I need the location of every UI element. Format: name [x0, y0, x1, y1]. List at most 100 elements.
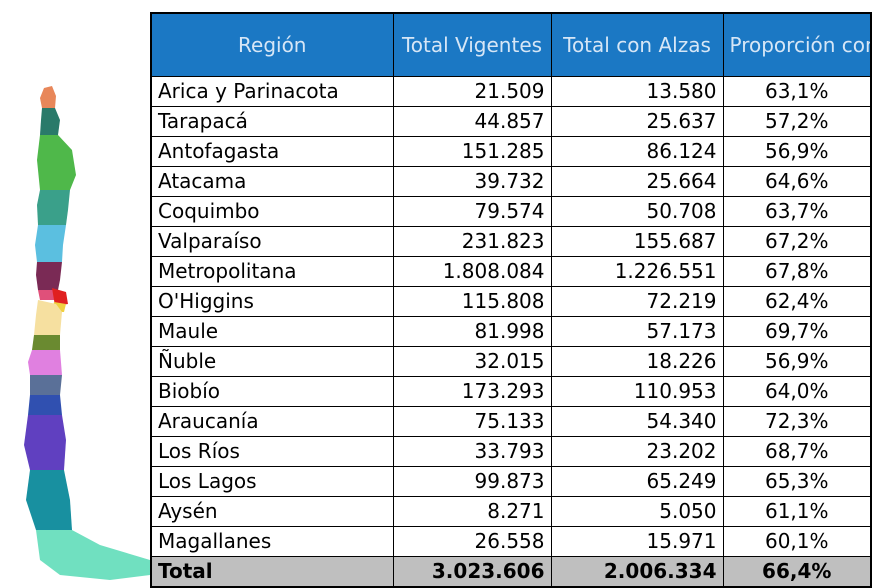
table-cell: Araucanía — [150, 406, 394, 437]
total-cell: 2.006.334 — [550, 556, 724, 588]
table-cell: 99.873 — [392, 466, 552, 497]
table-row: Ñuble 32.015 18.226 56,9% — [150, 346, 872, 377]
table-row: Biobío 173.293 110.953 64,0% — [150, 376, 872, 407]
table-cell: 44.857 — [392, 106, 552, 137]
table-cell: 72.219 — [550, 286, 724, 317]
table-cell: Maule — [150, 316, 394, 347]
table-cell: Metropolitana — [150, 256, 394, 287]
table-row: Arica y Parinacota 21.509 13.580 63,1% — [150, 76, 872, 107]
table-row: Magallanes 26.558 15.971 60,1% — [150, 526, 872, 557]
table-cell: 64,6% — [722, 166, 872, 197]
table-cell: 25.664 — [550, 166, 724, 197]
table-cell: 8.271 — [392, 496, 552, 527]
table-cell: 26.558 — [392, 526, 552, 557]
header-row: Región Total Vigentes Total con Alzas Propo… — [150, 12, 872, 77]
table-cell: 65.249 — [550, 466, 724, 497]
table-cell: 69,7% — [722, 316, 872, 347]
table-cell: 63,7% — [722, 196, 872, 227]
table-row: Atacama 39.732 25.664 64,6% — [150, 166, 872, 197]
table-cell: Los Ríos — [150, 436, 394, 467]
region-shape — [32, 335, 60, 350]
chile-map — [24, 86, 150, 580]
table-cell: 65,3% — [722, 466, 872, 497]
data-table: Región Total Vigentes Total con Alzas Propo… — [150, 12, 872, 588]
table-cell: Los Lagos — [150, 466, 394, 497]
table-cell: 151.285 — [392, 136, 552, 167]
table-cell: Arica y Parinacota — [150, 76, 394, 107]
table-cell: 57.173 — [550, 316, 724, 347]
table-cell: 155.687 — [550, 226, 724, 257]
column-header: Total Vigentes — [392, 12, 552, 77]
table-cell: 39.732 — [392, 166, 552, 197]
total-cell: 66,4% — [722, 556, 872, 588]
table-row: O'Higgins 115.808 72.219 62,4% — [150, 286, 872, 317]
table-cell: 23.202 — [550, 436, 724, 467]
total-row: Total 3.023.606 2.006.334 66,4% — [150, 556, 872, 588]
region-shape — [37, 190, 70, 225]
table-row: Aysén 8.271 5.050 61,1% — [150, 496, 872, 527]
table-row: Maule 81.998 57.173 69,7% — [150, 316, 872, 347]
table-cell: Magallanes — [150, 526, 394, 557]
table-cell: 68,7% — [722, 436, 872, 467]
table-cell: 56,9% — [722, 346, 872, 377]
table-cell: 67,2% — [722, 226, 872, 257]
region-shape — [26, 470, 72, 530]
table-cell: 110.953 — [550, 376, 724, 407]
region-shape — [28, 395, 62, 415]
table-cell: Ñuble — [150, 346, 394, 377]
region-shape — [30, 375, 62, 395]
table-cell: 1.808.084 — [392, 256, 552, 287]
table-cell: 21.509 — [392, 76, 552, 107]
table-cell: 33.793 — [392, 436, 552, 467]
table-row: Metropolitana 1.808.084 1.226.551 67,8% — [150, 256, 872, 287]
table-cell: 15.971 — [550, 526, 724, 557]
region-shape — [28, 350, 62, 375]
table-cell: 61,1% — [722, 496, 872, 527]
table-cell: 50.708 — [550, 196, 724, 227]
table-cell: 173.293 — [392, 376, 552, 407]
table-cell: 81.998 — [392, 316, 552, 347]
table-row: Antofagasta 151.285 86.124 56,9% — [150, 136, 872, 167]
table-row: Araucanía 75.133 54.340 72,3% — [150, 406, 872, 437]
table-row: Valparaíso 231.823 155.687 67,2% — [150, 226, 872, 257]
region-shape — [36, 262, 62, 290]
region-shape — [52, 288, 68, 306]
table-cell: Coquimbo — [150, 196, 394, 227]
region-shape — [38, 290, 56, 300]
table-cell: 64,0% — [722, 376, 872, 407]
region-shape — [40, 108, 60, 135]
table-cell: 72,3% — [722, 406, 872, 437]
table-cell: Tarapacá — [150, 106, 394, 137]
table-cell: Aysén — [150, 496, 394, 527]
table-cell: 13.580 — [550, 76, 724, 107]
region-shape — [36, 530, 150, 580]
table-cell: 57,2% — [722, 106, 872, 137]
column-header: Proporción con Alzas — [722, 12, 872, 77]
table-cell: 62,4% — [722, 286, 872, 317]
column-header: Total con Alzas — [550, 12, 724, 77]
region-shape — [34, 300, 62, 335]
table-body: Arica y Parinacota 21.509 13.580 63,1% Tarap… — [150, 76, 872, 588]
table-cell: Biobío — [150, 376, 394, 407]
table-row: Los Ríos 33.793 23.202 68,7% — [150, 436, 872, 467]
total-cell: Total — [150, 556, 394, 588]
table-cell: 79.574 — [392, 196, 552, 227]
table-row: Tarapacá 44.857 25.637 57,2% — [150, 106, 872, 137]
table-cell: 86.124 — [550, 136, 724, 167]
table-cell: 54.340 — [550, 406, 724, 437]
table-cell: 75.133 — [392, 406, 552, 437]
table-cell: O'Higgins — [150, 286, 394, 317]
table-cell: 231.823 — [392, 226, 552, 257]
region-shape — [24, 415, 66, 470]
table-cell: 5.050 — [550, 496, 724, 527]
region-shape — [40, 86, 56, 108]
table-cell: 115.808 — [392, 286, 552, 317]
table-cell: Atacama — [150, 166, 394, 197]
table-cell: 25.637 — [550, 106, 724, 137]
table-cell: 56,9% — [722, 136, 872, 167]
table-cell: Valparaíso — [150, 226, 394, 257]
table-cell: 1.226.551 — [550, 256, 724, 287]
table-cell: 63,1% — [722, 76, 872, 107]
table-cell: 18.226 — [550, 346, 724, 377]
